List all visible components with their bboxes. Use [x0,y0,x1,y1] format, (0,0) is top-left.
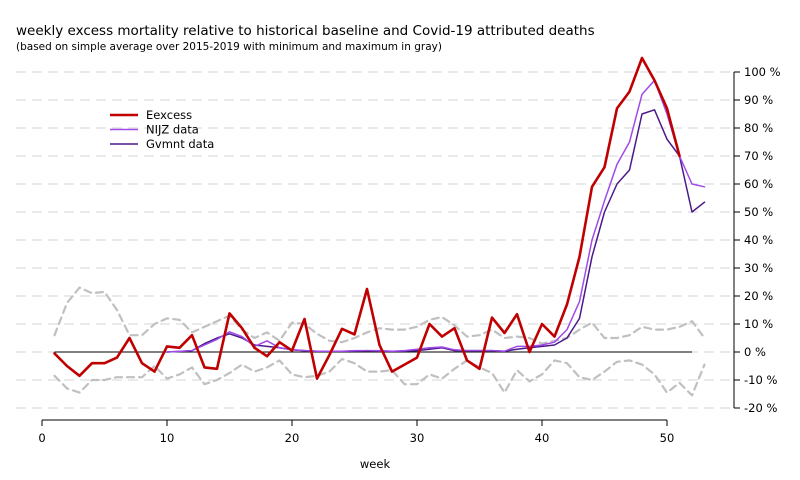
y-tick-label: 90 % [744,93,773,107]
x-tick-label: 30 [410,431,425,445]
gridlines [16,71,734,409]
y-tick-label: 100 % [744,65,781,79]
x-tick-label: 20 [285,431,300,445]
y-tick-label: 60 % [744,177,773,191]
x-tick-label: 10 [160,431,175,445]
chart-subtitle: (based on simple average over 2015-2019 … [16,41,442,53]
y-tick-label: -10 % [744,373,777,387]
series-line-nijz-data [166,79,706,353]
series-line-historical-min [53,357,706,397]
x-tick-label: 0 [38,431,45,445]
axes: 0 10 20 30 40 50 -20 % -10 % 0 % 10 % 20 % 30 % 40 %… [38,65,780,445]
y-tick-label: 40 % [744,233,773,247]
x-axis-title: week [360,457,391,471]
series-lines [53,56,706,397]
y-tick-label: 10 % [744,317,773,331]
y-tick-label: 50 % [744,205,773,219]
legend-label: Eexcess [146,108,192,122]
y-tick-label: 30 % [744,261,773,275]
x-tick-label: 50 [660,431,675,445]
legend-label: NIJZ data [146,123,199,137]
legend-label: Gvmnt data [146,137,214,151]
y-tick-label: 20 % [744,289,773,303]
series-line-historical-max [53,286,706,345]
y-tick-label: 0 % [744,345,766,359]
y-tick-label: -20 % [744,401,777,415]
y-tick-label: 70 % [744,149,773,163]
series-line-gvmnt-data [166,109,706,353]
y-tick-label: 80 % [744,121,773,135]
series-line-eexcess [53,56,681,380]
x-tick-label: 40 [535,431,550,445]
chart-title: weekly excess mortality relative to hist… [16,23,595,39]
